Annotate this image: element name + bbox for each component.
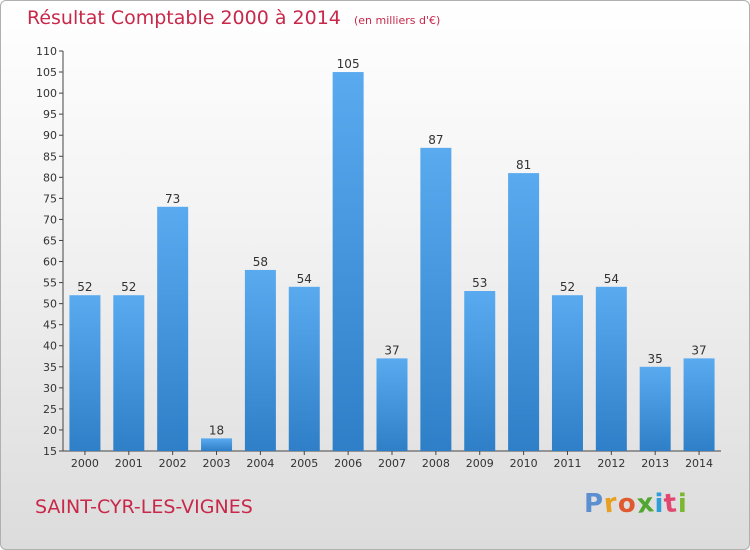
y-tick-label: 30 (43, 382, 57, 395)
x-tick-label: 2003 (203, 457, 231, 470)
logo-letter: x (635, 488, 657, 520)
x-tick-label: 2002 (159, 457, 187, 470)
y-tick-label: 45 (43, 319, 57, 332)
bar (508, 173, 540, 451)
y-tick-label: 55 (43, 277, 57, 290)
bar-value-label: 52 (560, 280, 575, 294)
bar (201, 438, 233, 451)
bar-value-label: 87 (428, 133, 443, 147)
logo-letter: i (677, 489, 688, 519)
bar (69, 295, 101, 451)
y-tick-label: 20 (43, 424, 57, 437)
chart-subtitle: (en milliers d'€) (353, 14, 441, 27)
logo-letter: o (617, 489, 637, 519)
y-tick-label: 65 (43, 234, 57, 247)
bar (288, 286, 320, 451)
y-tick-label: 75 (43, 192, 57, 205)
x-tick-label: 2006 (334, 457, 362, 470)
logo-letter: i (654, 489, 665, 519)
x-tick-label: 2012 (597, 457, 625, 470)
y-tick-label: 105 (36, 66, 57, 79)
bar-value-label: 52 (121, 280, 136, 294)
bar-value-label: 52 (77, 280, 92, 294)
bar-value-label: 54 (297, 272, 312, 286)
bar (376, 358, 408, 451)
y-tick-label: 70 (43, 213, 57, 226)
bar (551, 295, 583, 451)
x-tick-label: 2005 (290, 457, 318, 470)
bar-value-label: 58 (253, 255, 268, 269)
proxiti-logo: Proxiti (584, 488, 688, 520)
bar (244, 269, 276, 451)
bar-value-label: 73 (165, 192, 180, 206)
bar (113, 295, 145, 451)
bars-layer: 52 52 73 18 58 54 105 37 87 53 81 52 54 35 37 (69, 57, 715, 451)
chart-title: Résultat Comptable 2000 à 2014 (27, 7, 341, 29)
bar-value-label: 18 (209, 423, 224, 437)
y-tick-label: 40 (43, 340, 57, 353)
bar (157, 206, 189, 451)
y-tick-label: 25 (43, 403, 57, 416)
bar (639, 366, 671, 451)
y-tick-label: 35 (43, 361, 57, 374)
x-tick-label: 2009 (466, 457, 494, 470)
town-name: SAINT-CYR-LES-VIGNES (35, 496, 253, 518)
y-tick-label: 90 (43, 129, 57, 142)
y-tick-label: 95 (43, 108, 57, 121)
bar (595, 286, 627, 451)
y-tick-label: 80 (43, 171, 57, 184)
y-tick-label: 85 (43, 150, 57, 163)
bar (332, 72, 364, 451)
bar-value-label: 35 (648, 352, 663, 366)
bar-value-label: 37 (691, 343, 706, 357)
x-tick-label: 2008 (422, 457, 450, 470)
bar-value-label: 81 (516, 158, 531, 172)
x-tick-label: 2011 (553, 457, 581, 470)
y-tick-label: 50 (43, 298, 57, 311)
chart-title-row: Résultat Comptable 2000 à 2014 (en milli… (27, 7, 440, 29)
x-tick-label: 2000 (71, 457, 99, 470)
bar-value-label: 37 (384, 343, 399, 357)
y-tick-label: 60 (43, 256, 57, 269)
bar (683, 358, 715, 451)
bar-value-label: 53 (472, 276, 487, 290)
x-tick-label: 2004 (246, 457, 274, 470)
x-tick-label: 2010 (510, 457, 538, 470)
y-tick-label: 100 (36, 87, 57, 100)
x-tick-label: 2007 (378, 457, 406, 470)
x-tick-label: 2013 (641, 457, 669, 470)
bar-value-label: 105 (337, 57, 360, 71)
y-tick-label: 15 (43, 445, 57, 458)
x-tick-label: 2014 (685, 457, 713, 470)
bar-value-label: 54 (604, 272, 619, 286)
logo-letter: r (602, 488, 620, 520)
bar (464, 291, 496, 451)
y-tick-label: 110 (36, 45, 57, 58)
bar (420, 147, 452, 451)
logo-letter: P (584, 489, 605, 519)
x-tick-label: 2001 (115, 457, 143, 470)
